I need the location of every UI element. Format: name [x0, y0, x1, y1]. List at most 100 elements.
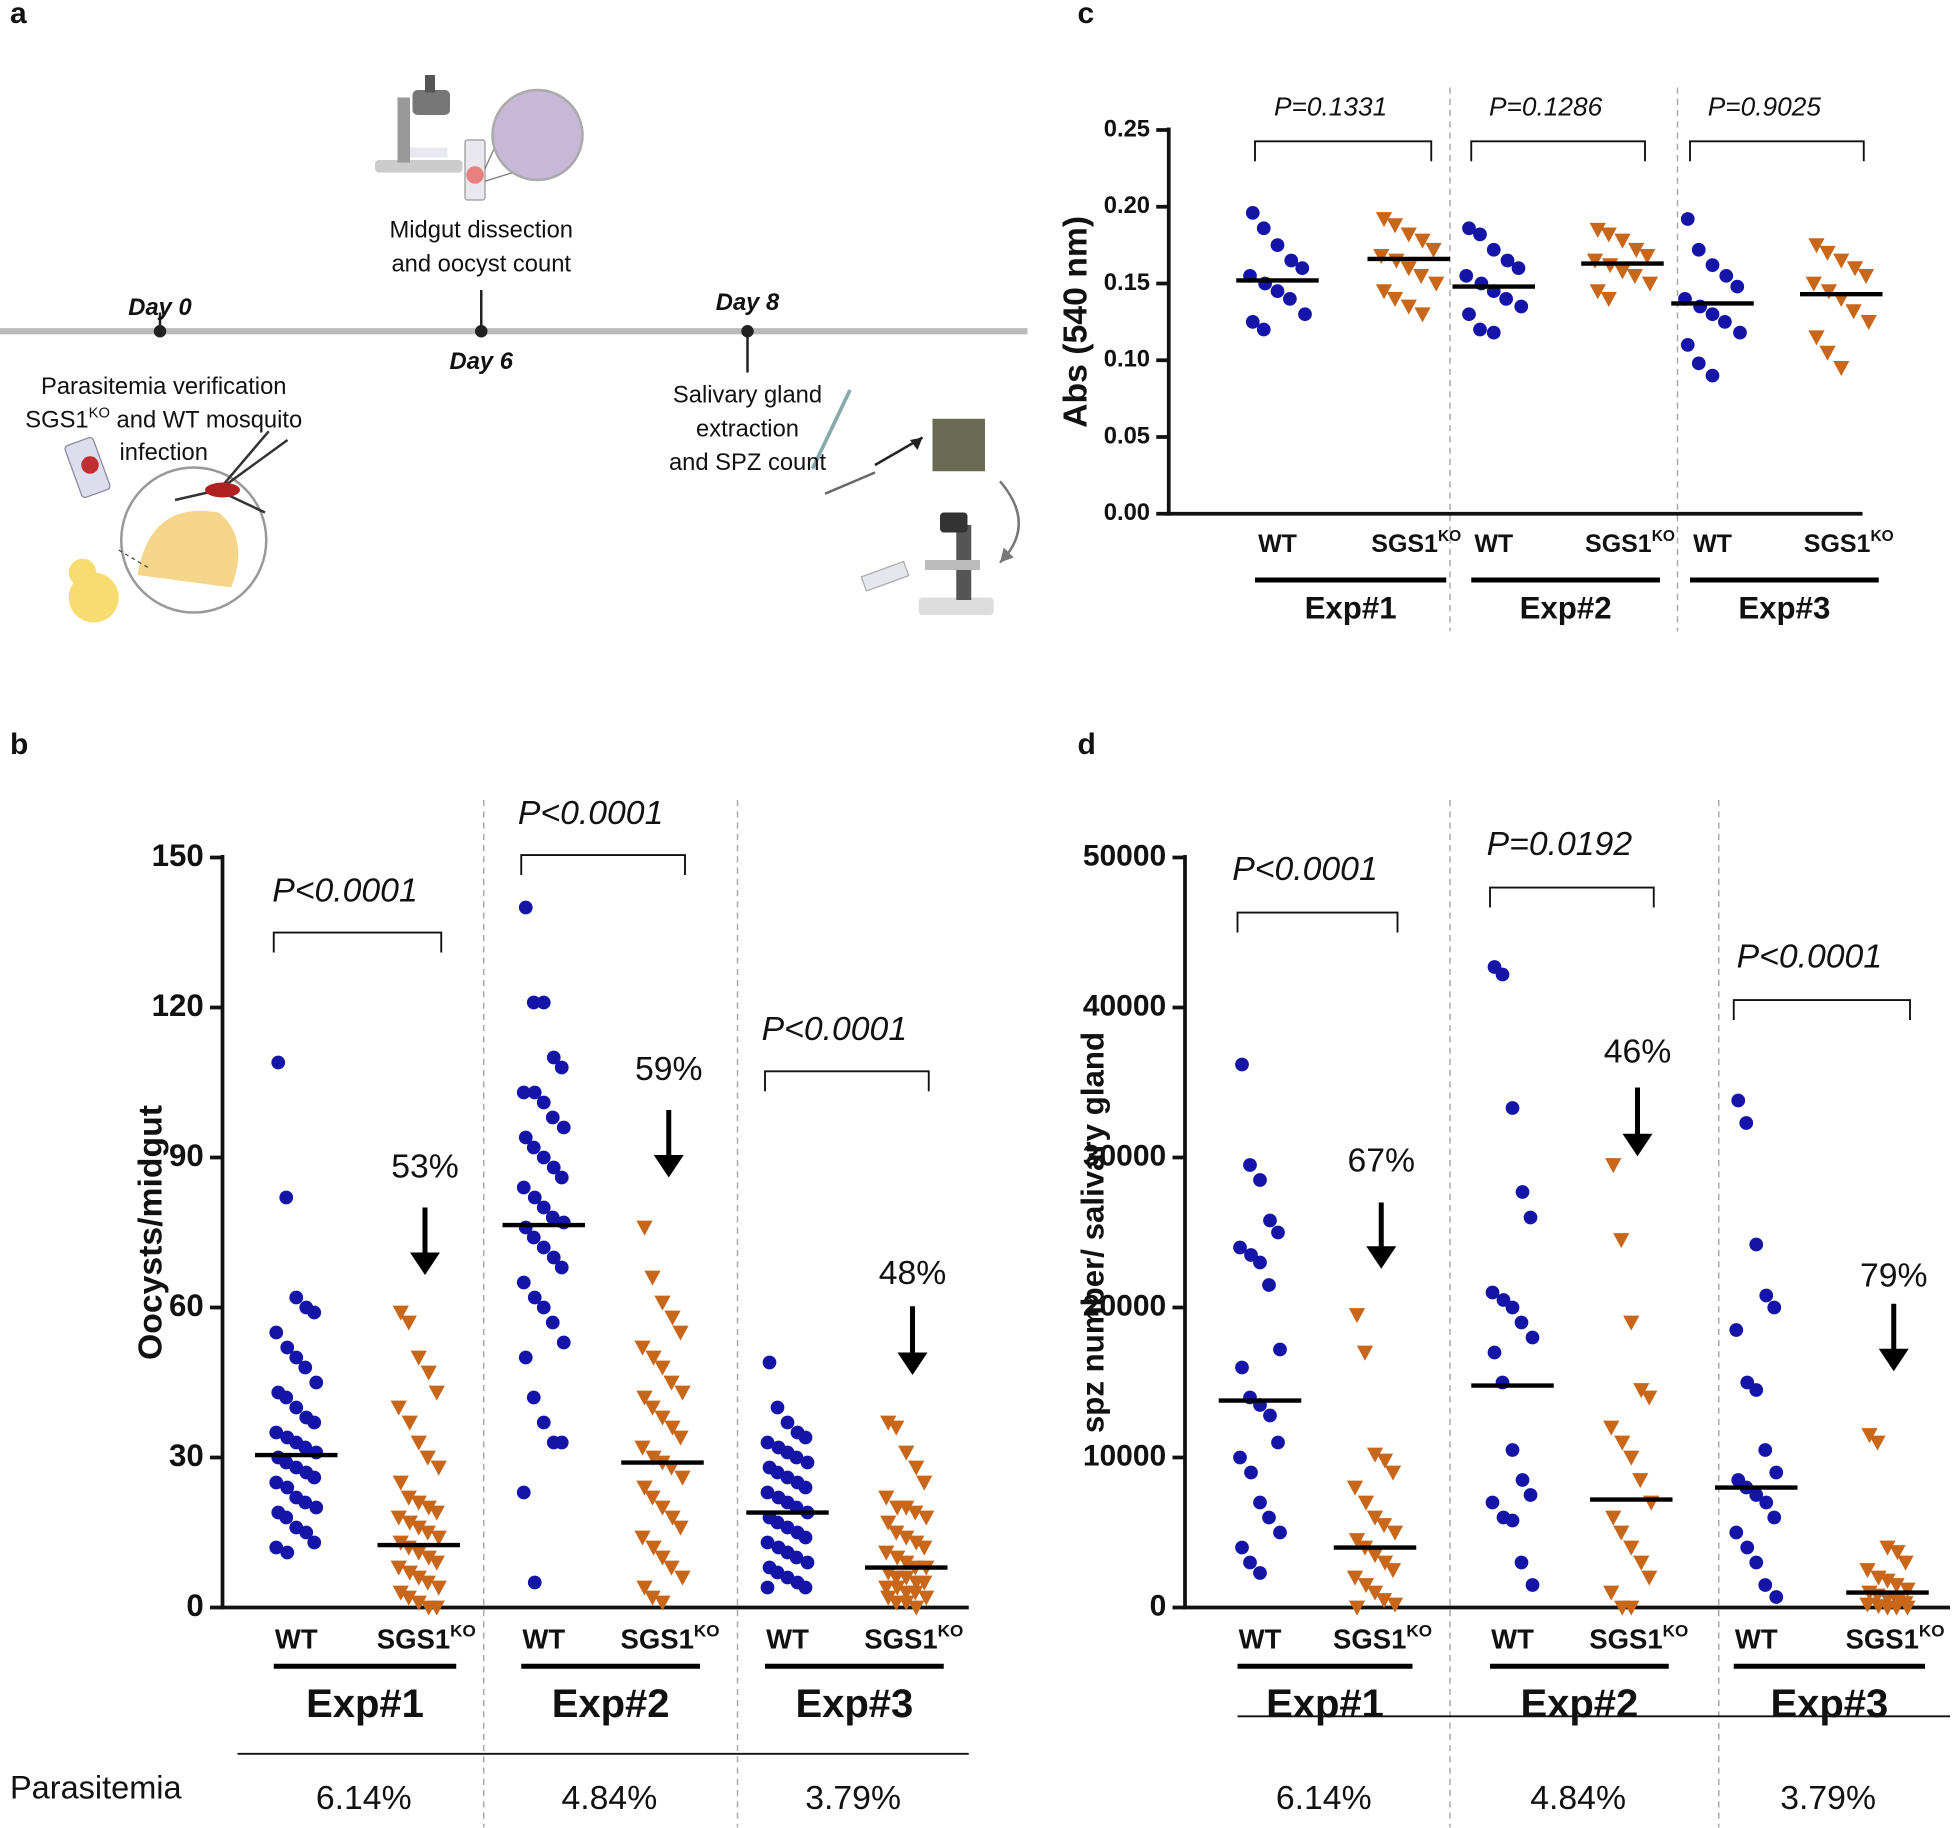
data-point	[674, 1570, 691, 1586]
data-point	[1505, 1101, 1520, 1115]
significance-bracket	[764, 1070, 930, 1092]
data-point	[1525, 1578, 1540, 1592]
parasitemia-value: 4.84%	[1530, 1779, 1626, 1817]
data-point	[1245, 315, 1260, 329]
text-part: WT	[766, 1624, 809, 1655]
data-point	[1386, 218, 1404, 234]
data-point	[526, 995, 541, 1010]
reduction-arrowhead	[653, 1155, 684, 1178]
data-point	[1641, 1570, 1658, 1586]
superscript: KO	[694, 1621, 720, 1640]
reduction-label: 46%	[1604, 1033, 1672, 1071]
reduction-label: 59%	[635, 1050, 703, 1088]
group-label: WT	[1258, 530, 1297, 558]
data-point	[1356, 1345, 1374, 1361]
data-point	[420, 1365, 437, 1381]
reduction-label: 79%	[1860, 1256, 1928, 1294]
data-point	[644, 1490, 661, 1506]
group-label: SGS1KO	[1333, 1621, 1432, 1654]
data-point	[1414, 233, 1431, 249]
y-tick-label: 0.15	[1104, 269, 1150, 296]
data-point	[674, 1470, 691, 1486]
superscript: KO	[89, 405, 110, 421]
data-point	[1888, 1578, 1905, 1594]
data-point	[516, 1275, 531, 1290]
data-point	[298, 1495, 313, 1510]
data-point	[1691, 242, 1706, 257]
data-point	[1366, 1585, 1384, 1601]
data-point	[908, 1535, 925, 1551]
parasitemia-value: 4.84%	[562, 1779, 658, 1817]
data-point	[1243, 1158, 1257, 1172]
data-point	[1413, 268, 1430, 284]
data-point	[1626, 268, 1643, 284]
data-point	[419, 1525, 436, 1541]
reduction-label: 67%	[1347, 1141, 1415, 1179]
data-point	[1613, 1233, 1630, 1249]
data-point	[428, 1505, 445, 1521]
data-point	[1833, 361, 1850, 377]
y-tick-label: 0.00	[1104, 499, 1150, 526]
data-point	[1348, 1308, 1366, 1324]
data-point	[664, 1420, 681, 1436]
reduction-label: 48%	[879, 1254, 947, 1292]
data-point	[1366, 1548, 1384, 1564]
data-point	[1373, 248, 1390, 264]
data-point	[392, 1475, 409, 1491]
data-point	[898, 1555, 915, 1571]
data-point	[392, 1305, 409, 1321]
group-label: SGS1KO	[1585, 528, 1675, 558]
data-point	[1245, 206, 1260, 220]
y-tick-label: 40000	[1083, 989, 1166, 1022]
p-value: P<0.0001	[762, 1010, 907, 1048]
data-point	[1384, 1563, 1402, 1579]
experiment-label: Exp#1	[1266, 1682, 1384, 1726]
superscript: KO	[1652, 528, 1675, 545]
data-point	[1586, 253, 1604, 269]
experiment-label: Exp#2	[552, 1682, 670, 1726]
data-point	[878, 1490, 895, 1506]
group-label: SGS1KO	[864, 1621, 963, 1654]
data-point	[419, 1575, 436, 1591]
data-point	[1233, 1450, 1247, 1465]
data-point	[1271, 1225, 1285, 1240]
data-point	[1235, 1540, 1249, 1555]
superscript: KO	[1663, 1621, 1689, 1640]
data-point	[428, 1385, 445, 1401]
data-point	[536, 995, 551, 1010]
data-point	[798, 1530, 813, 1545]
data-point	[1613, 1525, 1630, 1541]
data-point	[309, 1375, 324, 1390]
data-point	[1879, 1573, 1896, 1589]
data-point	[1859, 1597, 1876, 1613]
data-point	[1505, 1443, 1520, 1457]
y-tick-label: 0.10	[1104, 346, 1150, 373]
parasitemia-value: 3.79%	[805, 1779, 901, 1817]
reduction-arrowhead	[1366, 1246, 1397, 1269]
data-point	[280, 1340, 295, 1355]
text-part: SGS1	[1371, 530, 1438, 558]
data-point	[526, 1230, 541, 1245]
text-part: WT	[1474, 530, 1513, 558]
data-point	[898, 1595, 915, 1611]
superscript: KO	[1406, 1621, 1432, 1640]
data-point	[644, 1270, 661, 1286]
data-point	[1499, 291, 1513, 306]
data-point	[309, 1500, 324, 1515]
data-point	[279, 1510, 294, 1525]
experiment-label: Exp#3	[1738, 590, 1830, 625]
data-point	[307, 1415, 322, 1430]
data-point	[1605, 1510, 1622, 1526]
data-point	[1375, 1518, 1393, 1534]
data-point	[280, 1545, 295, 1560]
data-point	[526, 1140, 541, 1155]
data-point	[1414, 307, 1431, 323]
group-label: SGS1KO	[1589, 1621, 1688, 1654]
data-point	[1589, 284, 1606, 300]
data-point	[1500, 253, 1515, 268]
data-point	[536, 1150, 551, 1165]
y-tick-label: 0.20	[1104, 192, 1150, 219]
p-value: P=0.0192	[1487, 825, 1633, 863]
y-tick-label: 30	[169, 1438, 204, 1473]
data-point	[289, 1350, 304, 1365]
